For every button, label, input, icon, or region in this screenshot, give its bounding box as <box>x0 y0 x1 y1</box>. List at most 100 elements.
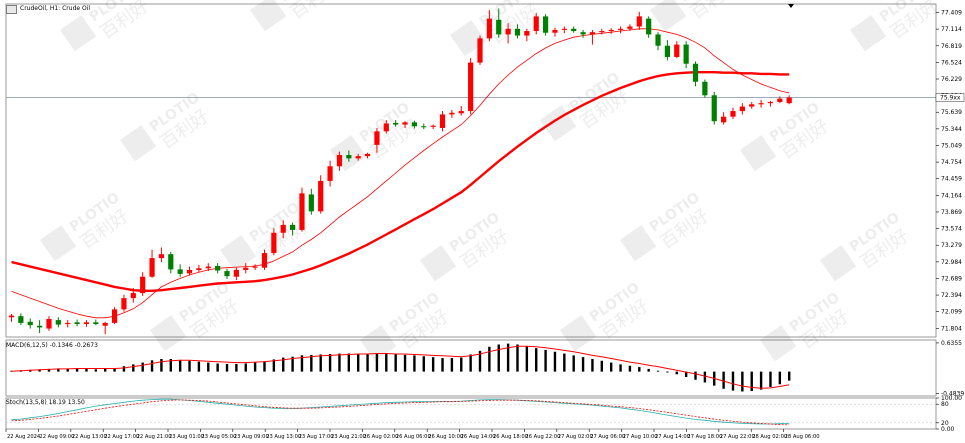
candle[interactable] <box>318 175 324 214</box>
candle[interactable] <box>505 23 511 44</box>
candle[interactable] <box>121 294 127 312</box>
candle[interactable] <box>439 111 446 132</box>
candle[interactable] <box>355 153 361 161</box>
candle[interactable] <box>83 320 90 327</box>
candle[interactable] <box>599 28 605 35</box>
candle[interactable] <box>421 123 427 130</box>
candle[interactable] <box>571 26 577 33</box>
candle[interactable] <box>37 320 43 334</box>
candle[interactable] <box>449 109 455 118</box>
candle[interactable] <box>542 14 549 36</box>
candle[interactable] <box>215 263 221 274</box>
candle[interactable] <box>767 100 774 107</box>
macd-bar <box>150 360 154 372</box>
candle[interactable] <box>711 91 717 125</box>
candle[interactable] <box>496 8 502 38</box>
candle[interactable] <box>580 29 586 38</box>
candle[interactable] <box>65 320 71 328</box>
candle[interactable] <box>721 112 727 125</box>
candle[interactable] <box>749 102 755 109</box>
bull-candle-body <box>158 254 165 259</box>
candle[interactable] <box>111 307 118 325</box>
candle[interactable] <box>93 319 99 326</box>
candle[interactable] <box>514 24 521 39</box>
candle[interactable] <box>252 264 258 270</box>
candle[interactable] <box>140 272 146 296</box>
candle[interactable] <box>777 96 783 104</box>
candle[interactable] <box>308 188 314 215</box>
candle[interactable] <box>617 26 624 34</box>
candle[interactable] <box>8 313 15 322</box>
candle[interactable] <box>552 27 558 37</box>
stoch-main-line <box>11 398 790 425</box>
candle[interactable] <box>692 61 699 87</box>
chart-shift-marker[interactable] <box>788 4 794 8</box>
candle[interactable] <box>74 319 80 327</box>
candle[interactable] <box>46 316 52 331</box>
candle[interactable] <box>561 26 567 34</box>
watermark-chinese: 百利好 <box>687 0 743 24</box>
candle[interactable] <box>243 263 249 274</box>
candle[interactable] <box>636 11 642 30</box>
bear-candle-body <box>411 122 418 127</box>
candle[interactable] <box>486 10 492 42</box>
candle[interactable] <box>55 317 61 328</box>
candle[interactable] <box>327 160 333 187</box>
candle[interactable] <box>18 313 24 326</box>
candle[interactable] <box>130 287 136 303</box>
candle[interactable] <box>524 28 530 42</box>
candle[interactable] <box>393 120 399 127</box>
macd-bar <box>104 368 107 372</box>
candle[interactable] <box>280 220 286 239</box>
candle[interactable] <box>224 268 230 279</box>
candle[interactable] <box>374 127 380 153</box>
candle[interactable] <box>102 321 108 335</box>
bear-candle-body <box>571 28 577 32</box>
candle[interactable] <box>290 222 296 236</box>
candle[interactable] <box>758 99 764 108</box>
candle[interactable] <box>730 107 736 119</box>
candle[interactable] <box>149 249 155 278</box>
candle[interactable] <box>430 124 436 130</box>
candle[interactable] <box>458 105 464 116</box>
candle[interactable] <box>336 151 343 171</box>
candle[interactable] <box>27 318 33 329</box>
candle[interactable] <box>674 41 680 59</box>
candle[interactable] <box>186 266 193 276</box>
candle[interactable] <box>468 58 474 115</box>
candle[interactable] <box>271 228 277 256</box>
candle[interactable] <box>411 120 418 129</box>
time-tick-label: 27 Aug 06:00 <box>590 434 625 440</box>
candle[interactable] <box>739 103 745 115</box>
candle[interactable] <box>346 150 352 162</box>
time-tick-label: 27 Aug 14:00 <box>655 434 690 440</box>
candle[interactable] <box>627 24 633 32</box>
candle[interactable] <box>261 249 268 270</box>
candle[interactable] <box>233 267 239 281</box>
candle[interactable] <box>533 13 539 35</box>
candle[interactable] <box>177 264 183 277</box>
candle[interactable] <box>168 251 174 274</box>
candle[interactable] <box>664 40 670 61</box>
bull-candle-body <box>243 267 249 270</box>
candle[interactable] <box>589 29 596 45</box>
candle[interactable] <box>786 95 792 105</box>
candle[interactable] <box>402 121 408 128</box>
candle[interactable] <box>608 28 614 34</box>
candle[interactable] <box>205 263 211 272</box>
candle[interactable] <box>683 41 689 69</box>
candle[interactable] <box>655 32 661 51</box>
candle[interactable] <box>299 187 305 232</box>
stoch-tick-label: 20 <box>941 420 949 427</box>
candle[interactable] <box>158 247 165 263</box>
candle[interactable] <box>702 79 708 98</box>
candle[interactable] <box>646 16 652 38</box>
macd-bar <box>684 371 688 378</box>
candle[interactable] <box>383 120 389 134</box>
candle[interactable] <box>477 35 483 65</box>
candle[interactable] <box>196 264 202 273</box>
macd-bar <box>178 359 182 372</box>
candle[interactable] <box>364 152 371 159</box>
